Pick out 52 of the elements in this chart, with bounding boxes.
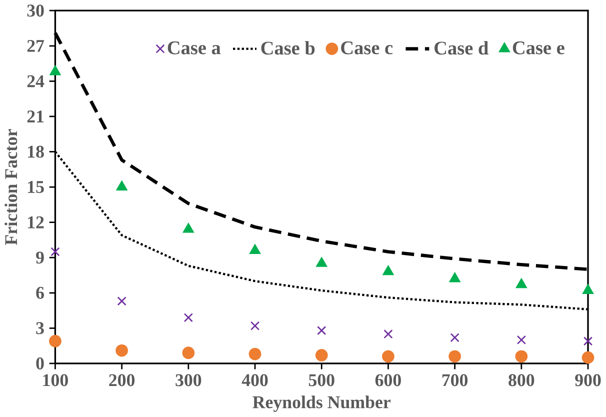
point [250,244,260,254]
point [448,350,461,363]
x-axis-title: Reynolds Number [252,396,390,412]
x-tick-label: 400 [242,374,268,386]
point [583,336,593,346]
point [516,278,527,288]
y-tick-label: 24 [27,75,44,88]
y-tick-label: 9 [36,252,44,264]
x-tick-label: 700 [442,374,468,386]
point [250,321,260,331]
point [117,296,126,306]
point [316,258,328,268]
point [315,349,328,362]
x-tick-label: 100 [43,374,68,386]
point [382,350,394,363]
y-tick-label: 6 [36,287,44,300]
y-tick-label: 21 [27,110,44,123]
x-tick-label: 500 [308,374,334,386]
y-tick-label: 15 [28,181,44,194]
point [116,344,128,357]
point [450,333,460,342]
y-axis-title: Friction Factor [4,129,18,246]
point [116,181,128,191]
y-tick-label: 30 [27,4,44,17]
point [50,247,60,257]
y-tick-label: 27 [27,40,44,52]
legend-label: Case b [261,41,315,55]
point [317,326,326,336]
legend-label: Case e [512,42,564,55]
y-tick-label: 0 [36,358,44,370]
point [382,266,394,276]
point [384,330,393,339]
y-tick-label: 18 [28,146,44,158]
y-tick-label: 12 [28,216,44,228]
point [449,272,460,282]
point [182,346,195,360]
x-tick-label: 800 [508,374,534,386]
x-tick-label: 900 [575,374,601,386]
point [50,66,61,76]
x-tick-label: 200 [109,374,135,386]
y-tick-label: 3 [36,322,44,334]
x-tick-label: 300 [176,374,202,386]
point [515,350,528,363]
point [248,348,262,360]
legend-label: Case a [168,42,221,55]
x-tick-label: 600 [375,374,401,386]
legend-label: Case d [434,41,488,55]
point [182,223,194,234]
legend-label: Case c [341,42,393,55]
point [49,335,62,348]
point [184,313,193,322]
point [516,336,526,345]
